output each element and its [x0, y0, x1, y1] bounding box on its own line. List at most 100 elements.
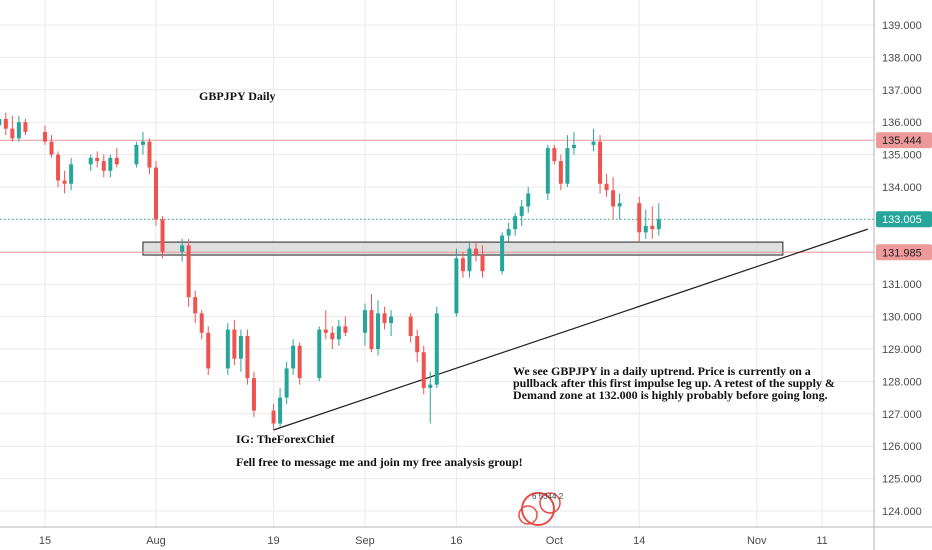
- candle: [389, 310, 394, 337]
- candle-body: [506, 229, 511, 236]
- candle-body: [526, 193, 531, 207]
- candle-body: [473, 248, 478, 256]
- candle: [147, 138, 152, 175]
- candle-body: [408, 316, 413, 337]
- candle-body: [3, 118, 8, 129]
- candle-body: [160, 219, 165, 252]
- candle-body: [147, 141, 152, 168]
- candle-body: [513, 216, 518, 230]
- candle: [10, 115, 15, 142]
- y-tick-label: 130.000: [882, 312, 922, 324]
- candle: [95, 151, 100, 168]
- y-tick-label: 124.000: [882, 506, 922, 518]
- candle: [160, 216, 165, 259]
- candle-body: [251, 378, 256, 411]
- candle: [480, 245, 485, 278]
- candle-body: [180, 245, 185, 252]
- candle-body: [225, 329, 230, 369]
- candle: [278, 387, 283, 427]
- price-axis[interactable]: 124.000 125.000 126.000 127.000 128.000 129.0…: [873, 0, 922, 550]
- candle-body: [62, 180, 67, 184]
- candle: [206, 326, 211, 375]
- price-badge-label: 133.005: [882, 214, 922, 226]
- candle: [598, 135, 603, 194]
- y-tick-label: 129.000: [882, 344, 922, 356]
- candle: [376, 300, 381, 356]
- candle: [650, 206, 655, 239]
- candle-body: [643, 225, 648, 233]
- candle-body: [343, 326, 348, 333]
- candle-body: [552, 148, 557, 162]
- candle: [49, 135, 54, 158]
- candle: [108, 154, 113, 178]
- x-tick-label: 14: [633, 535, 645, 547]
- candle-body: [206, 332, 211, 369]
- candle-body: [88, 157, 93, 165]
- candle: [43, 125, 47, 145]
- candle-body: [271, 410, 276, 424]
- x-tick-label: 16: [450, 535, 462, 547]
- y-tick-label: 136.000: [882, 117, 922, 129]
- candle-body: [186, 245, 191, 298]
- trendline-segment[interactable]: [273, 228, 868, 431]
- candle: [362, 303, 367, 346]
- candle: [382, 306, 387, 330]
- candle-body: [140, 141, 145, 145]
- horizontal-price-lines[interactable]: [0, 139, 874, 253]
- y-tick-label: 125.000: [882, 474, 922, 486]
- x-tick-label: Oct: [546, 535, 563, 547]
- x-tick-label: 11: [816, 535, 827, 547]
- y-tick-label: 138.000: [882, 52, 922, 64]
- chart-grid: [0, 0, 874, 527]
- candle: [225, 323, 230, 375]
- candle: [114, 148, 119, 168]
- candle-body: [611, 190, 616, 207]
- candle-body: [376, 313, 381, 349]
- candle-body: [428, 384, 433, 388]
- time-axis[interactable]: 15 Aug 19 Sep 16 Oct 14 Nov 11: [0, 526, 932, 547]
- commentary-line-2: pullback after this first impulse leg up…: [513, 376, 835, 390]
- y-tick-label: 137.000: [882, 85, 922, 97]
- candle-body: [330, 332, 335, 340]
- candle-body: [317, 329, 322, 379]
- ascending-trendline[interactable]: [273, 228, 868, 431]
- candle: [617, 193, 622, 220]
- candle: [428, 371, 433, 424]
- candle: [323, 310, 328, 340]
- candle-body: [10, 128, 15, 139]
- candle-body: [637, 203, 642, 233]
- candle: [284, 361, 289, 405]
- candle: [637, 196, 642, 243]
- candle-body: [415, 336, 420, 353]
- candle-body: [389, 316, 394, 324]
- candle: [62, 170, 67, 194]
- candle: [415, 329, 420, 362]
- candle-body: [108, 157, 113, 171]
- candle-body: [656, 219, 661, 230]
- x-tick-label: Aug: [146, 535, 166, 547]
- candle: [408, 313, 413, 343]
- candle: [180, 238, 185, 262]
- commentary-line-3: Demand zone at 132.000 is highly probabl…: [513, 388, 828, 402]
- candle: [330, 326, 335, 349]
- candle: [232, 319, 237, 366]
- candle: [271, 404, 276, 430]
- y-tick-label: 128.000: [882, 376, 922, 388]
- candle: [434, 306, 439, 388]
- candle-body: [598, 141, 603, 184]
- candle: [552, 144, 557, 165]
- candle: [500, 232, 505, 275]
- candle: [297, 342, 302, 385]
- candle-body: [500, 235, 505, 272]
- candle: [101, 154, 106, 178]
- candle: [604, 174, 609, 197]
- price-badge-bg: [876, 244, 932, 261]
- candle-body: [336, 326, 341, 340]
- candle: [238, 329, 243, 372]
- candle-body: [323, 329, 328, 333]
- candle: [336, 319, 341, 346]
- y-tick-label: 134.000: [882, 182, 922, 194]
- candle: [467, 242, 472, 278]
- candle-body: [545, 148, 550, 194]
